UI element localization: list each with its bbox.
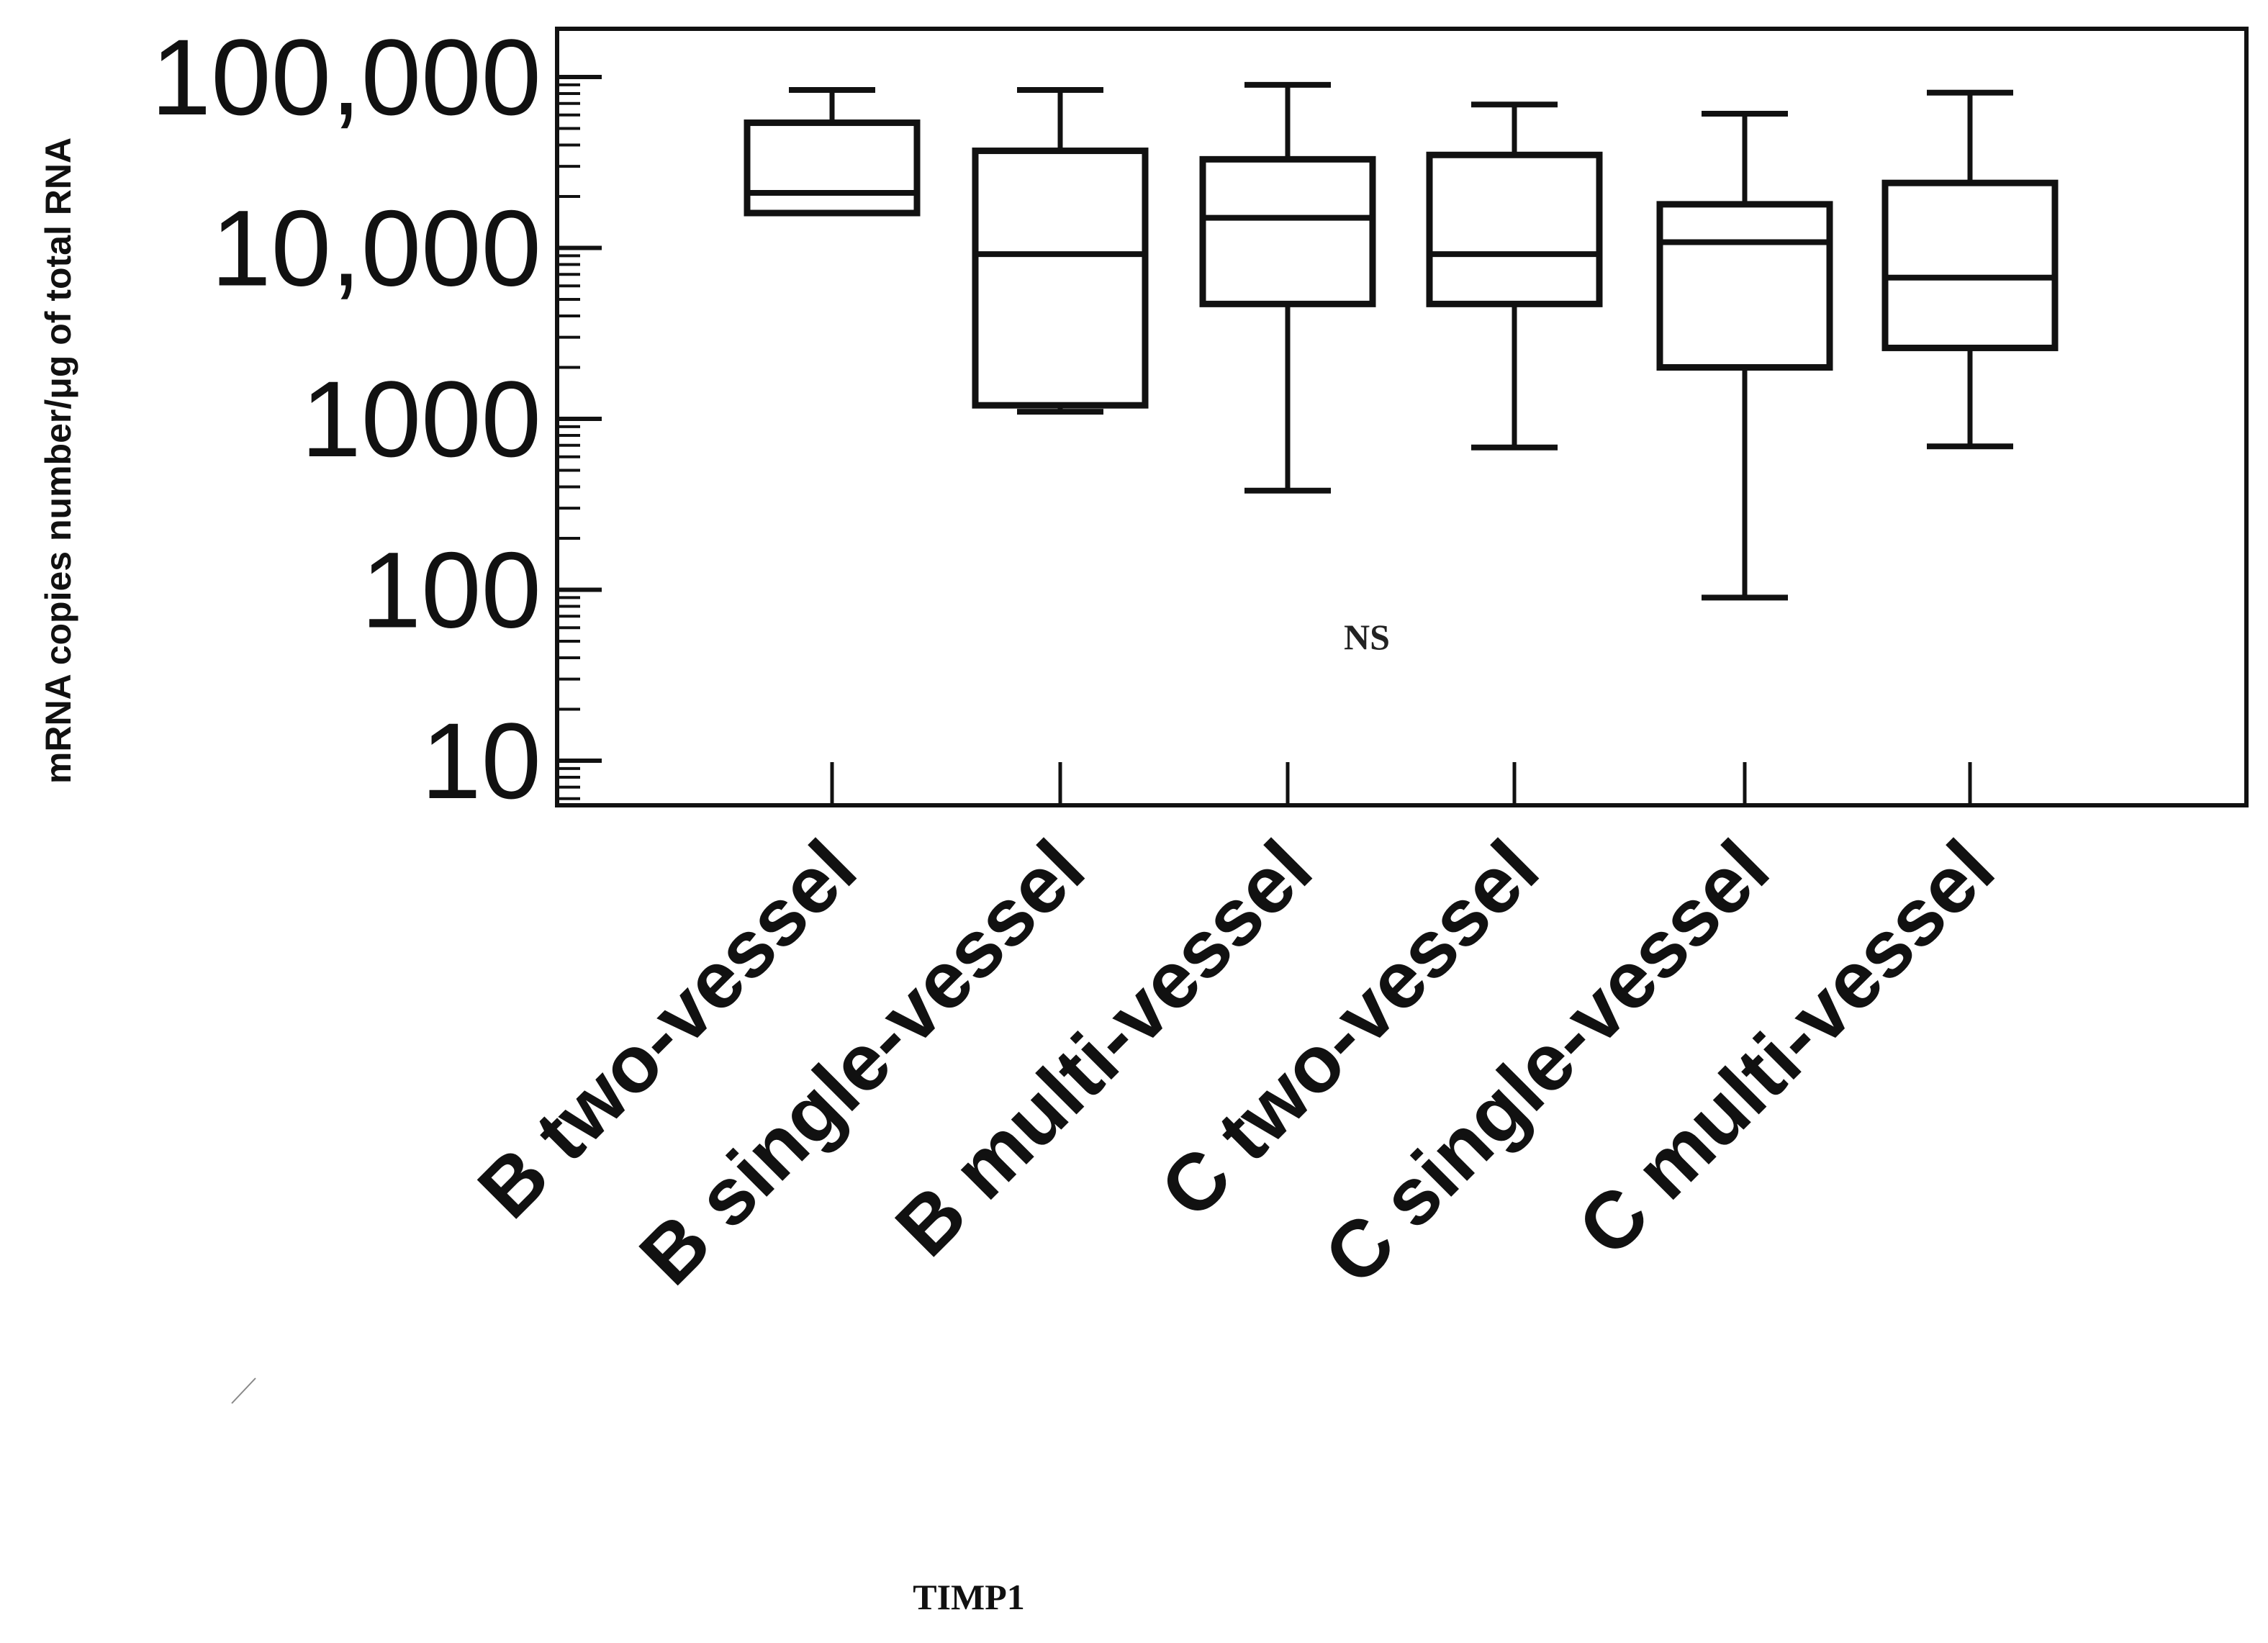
iqr-box bbox=[1656, 201, 1833, 371]
x-axis-ticks bbox=[830, 762, 1972, 805]
plot-frame bbox=[555, 27, 2249, 807]
iqr-box bbox=[1881, 179, 2059, 351]
y-axis-title-text: mRNA copies number/μg of total RNA bbox=[38, 137, 78, 784]
y-tick-label: 10,000 bbox=[211, 188, 541, 309]
box-c-multi-vessel bbox=[1881, 89, 2059, 450]
box-b-two-vessel bbox=[744, 86, 921, 217]
y-tick-label: 1000 bbox=[301, 358, 541, 479]
y-axis-title: mRNA copies number/μg of total RNA bbox=[38, 137, 78, 784]
y-tick-label: 100,000 bbox=[151, 17, 541, 137]
iqr-box bbox=[744, 119, 921, 217]
stray-mark bbox=[231, 1377, 256, 1404]
significance-annotation: NS bbox=[1344, 617, 1390, 657]
iqr-box bbox=[972, 148, 1149, 409]
y-tick-label: 100 bbox=[361, 530, 541, 651]
box-b-multi-vessel bbox=[1199, 81, 1376, 494]
x-category-label: B multi-vessel bbox=[879, 823, 1329, 1273]
box-c-two-vessel bbox=[1426, 101, 1603, 451]
gene-label: TIMP1 bbox=[913, 1577, 1025, 1617]
iqr-box bbox=[1426, 151, 1603, 307]
iqr-box bbox=[1199, 155, 1376, 307]
x-category-label: C multi-vessel bbox=[1561, 823, 2011, 1273]
y-axis-ticks: 10 100 1000 10,000 100,000 bbox=[151, 17, 602, 821]
box-series bbox=[744, 81, 2059, 601]
box-c-single-vessel bbox=[1656, 110, 1833, 601]
box-b-single-vessel bbox=[972, 86, 1149, 415]
y-tick-label: 10 bbox=[421, 700, 541, 821]
